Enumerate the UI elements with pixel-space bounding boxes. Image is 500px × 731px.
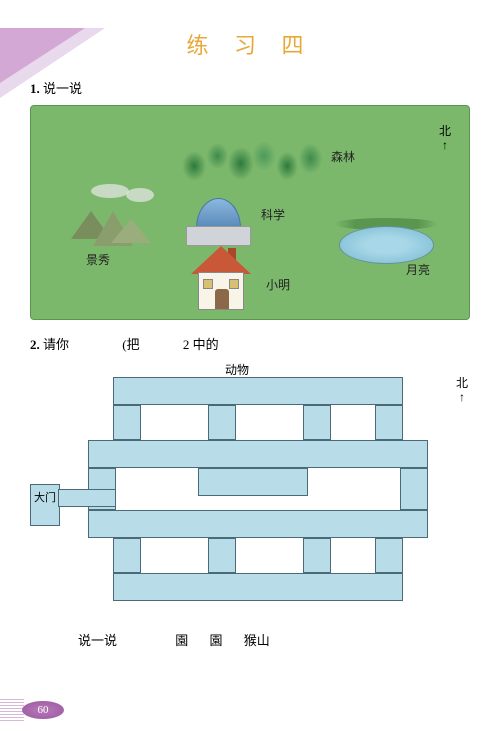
page-dots-decoration xyxy=(0,699,24,721)
question-2: 2. 请你 (把 2 中的 xyxy=(30,334,470,353)
q2-t3: 2 中的 xyxy=(183,337,219,352)
scenic-label: 景秀 xyxy=(86,251,110,268)
bt2: 園 xyxy=(175,633,188,648)
mountain-graphic xyxy=(71,211,146,246)
bt3: 園 xyxy=(210,633,223,648)
dome-graphic xyxy=(186,198,251,246)
q2-t1: 请你 xyxy=(43,337,69,352)
corner-decoration xyxy=(0,28,85,83)
forest-graphic xyxy=(171,121,326,181)
maze-area: 动物 大门 xyxy=(30,359,470,624)
q2-num: 2. xyxy=(30,337,40,352)
q2-t2: (把 xyxy=(122,337,139,352)
science-label: 科学 xyxy=(261,206,285,223)
xiaoming-label: 小明 xyxy=(266,276,290,293)
compass-1: 北 ↑ xyxy=(439,124,451,153)
moon-label: 月亮 xyxy=(406,261,430,278)
bottom-text: 说一说 園 園 猴山 xyxy=(30,630,470,649)
bt1: 说一说 xyxy=(78,633,117,648)
content-area: 1. 说一说 森林 北 ↑ 景秀 科学 月亮 xyxy=(0,78,500,649)
scene-illustration: 森林 北 ↑ 景秀 科学 月亮 小明 xyxy=(30,105,470,320)
page-number: 60 xyxy=(22,701,64,719)
maze-top-label: 动物 xyxy=(225,361,249,378)
forest-label: 森林 xyxy=(331,148,355,165)
cloud-2 xyxy=(126,188,154,202)
cloud-1 xyxy=(91,184,129,198)
bt4: 猴山 xyxy=(244,633,270,648)
lake-graphic xyxy=(339,226,434,264)
gate-label: 大门 xyxy=(30,484,60,526)
house-graphic xyxy=(186,246,256,314)
maze-paths xyxy=(58,377,458,607)
